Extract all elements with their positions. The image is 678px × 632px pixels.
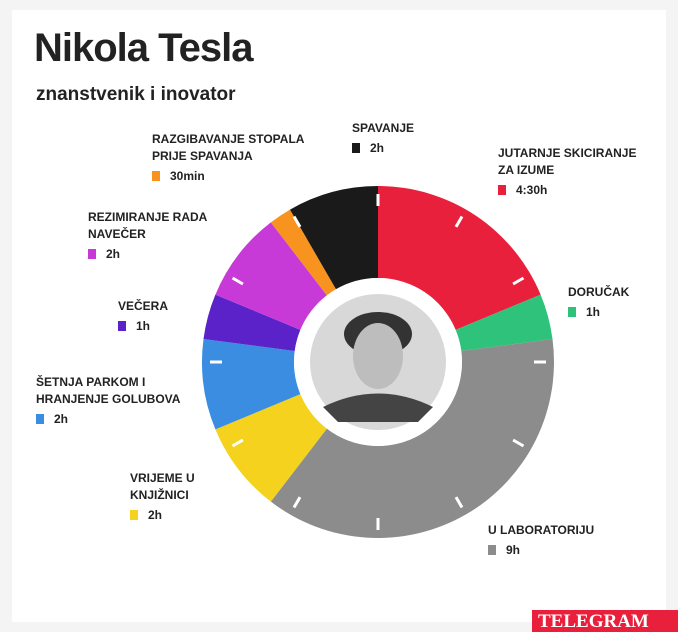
segment-label: VEČERA 1h [118, 298, 208, 335]
value-label: 2h [370, 141, 384, 155]
category-label: RAZGIBAVANJE STOPALA PRIJE SPAVANJA [152, 132, 304, 163]
legend-swatch [36, 414, 44, 424]
category-label: VRIJEME U KNJIŽNICI [130, 471, 195, 502]
segment-label: REZIMIRANJE RADA NAVEČER 2h [88, 209, 216, 263]
value-row: 2h [36, 411, 188, 428]
legend-swatch [352, 143, 360, 153]
category-label: REZIMIRANJE RADA NAVEČER [88, 210, 207, 241]
segment-label: ŠETNJA PARKOM I HRANJENJE GOLUBOVA 2h [36, 374, 188, 428]
segment-label: RAZGIBAVANJE STOPALA PRIJE SPAVANJA 30min [152, 131, 317, 185]
chart-title: Nikola Tesla [34, 26, 252, 71]
value-label: 9h [506, 543, 520, 557]
category-label: SPAVANJE [352, 121, 414, 135]
category-label: U LABORATORIJU [488, 523, 594, 537]
value-label: 30min [170, 169, 205, 183]
value-label: 4:30h [516, 183, 547, 197]
segment-label: JUTARNJE SKICIRANJE ZA IZUME 4:30h [498, 145, 648, 199]
category-label: DORUČAK [568, 285, 629, 299]
segment-label: SPAVANJE 2h [352, 120, 442, 157]
value-row: 9h [488, 542, 618, 559]
value-label: 2h [106, 247, 120, 261]
legend-swatch [130, 510, 138, 520]
segment-label: DORUČAK 1h [568, 284, 658, 321]
page: Nikola Tesla znanstvenik i inovator TELE… [0, 0, 678, 632]
category-label: ŠETNJA PARKOM I HRANJENJE GOLUBOVA [36, 375, 180, 406]
value-label: 1h [136, 319, 150, 333]
value-label: 2h [148, 508, 162, 522]
legend-swatch [488, 545, 496, 555]
legend-swatch [568, 307, 576, 317]
portrait-face [353, 323, 403, 389]
legend-swatch [152, 171, 160, 181]
legend-swatch [88, 249, 96, 259]
legend-swatch [118, 321, 126, 331]
segment-label: U LABORATORIJU 9h [488, 522, 618, 559]
legend-swatch [498, 185, 506, 195]
value-row: 30min [152, 168, 317, 185]
value-row: 2h [352, 140, 442, 157]
value-row: 1h [568, 304, 658, 321]
segment-label: VRIJEME U KNJIŽNICI 2h [130, 470, 215, 524]
value-row: 1h [118, 318, 208, 335]
value-label: 2h [54, 412, 68, 426]
category-label: VEČERA [118, 299, 168, 313]
value-row: 2h [88, 246, 216, 263]
logo: TELEGRAM [532, 610, 678, 632]
category-label: JUTARNJE SKICIRANJE ZA IZUME [498, 146, 636, 177]
value-row: 4:30h [498, 182, 648, 199]
value-label: 1h [586, 305, 600, 319]
value-row: 2h [130, 507, 215, 524]
chart-subtitle: znanstvenik i inovator [36, 84, 236, 106]
